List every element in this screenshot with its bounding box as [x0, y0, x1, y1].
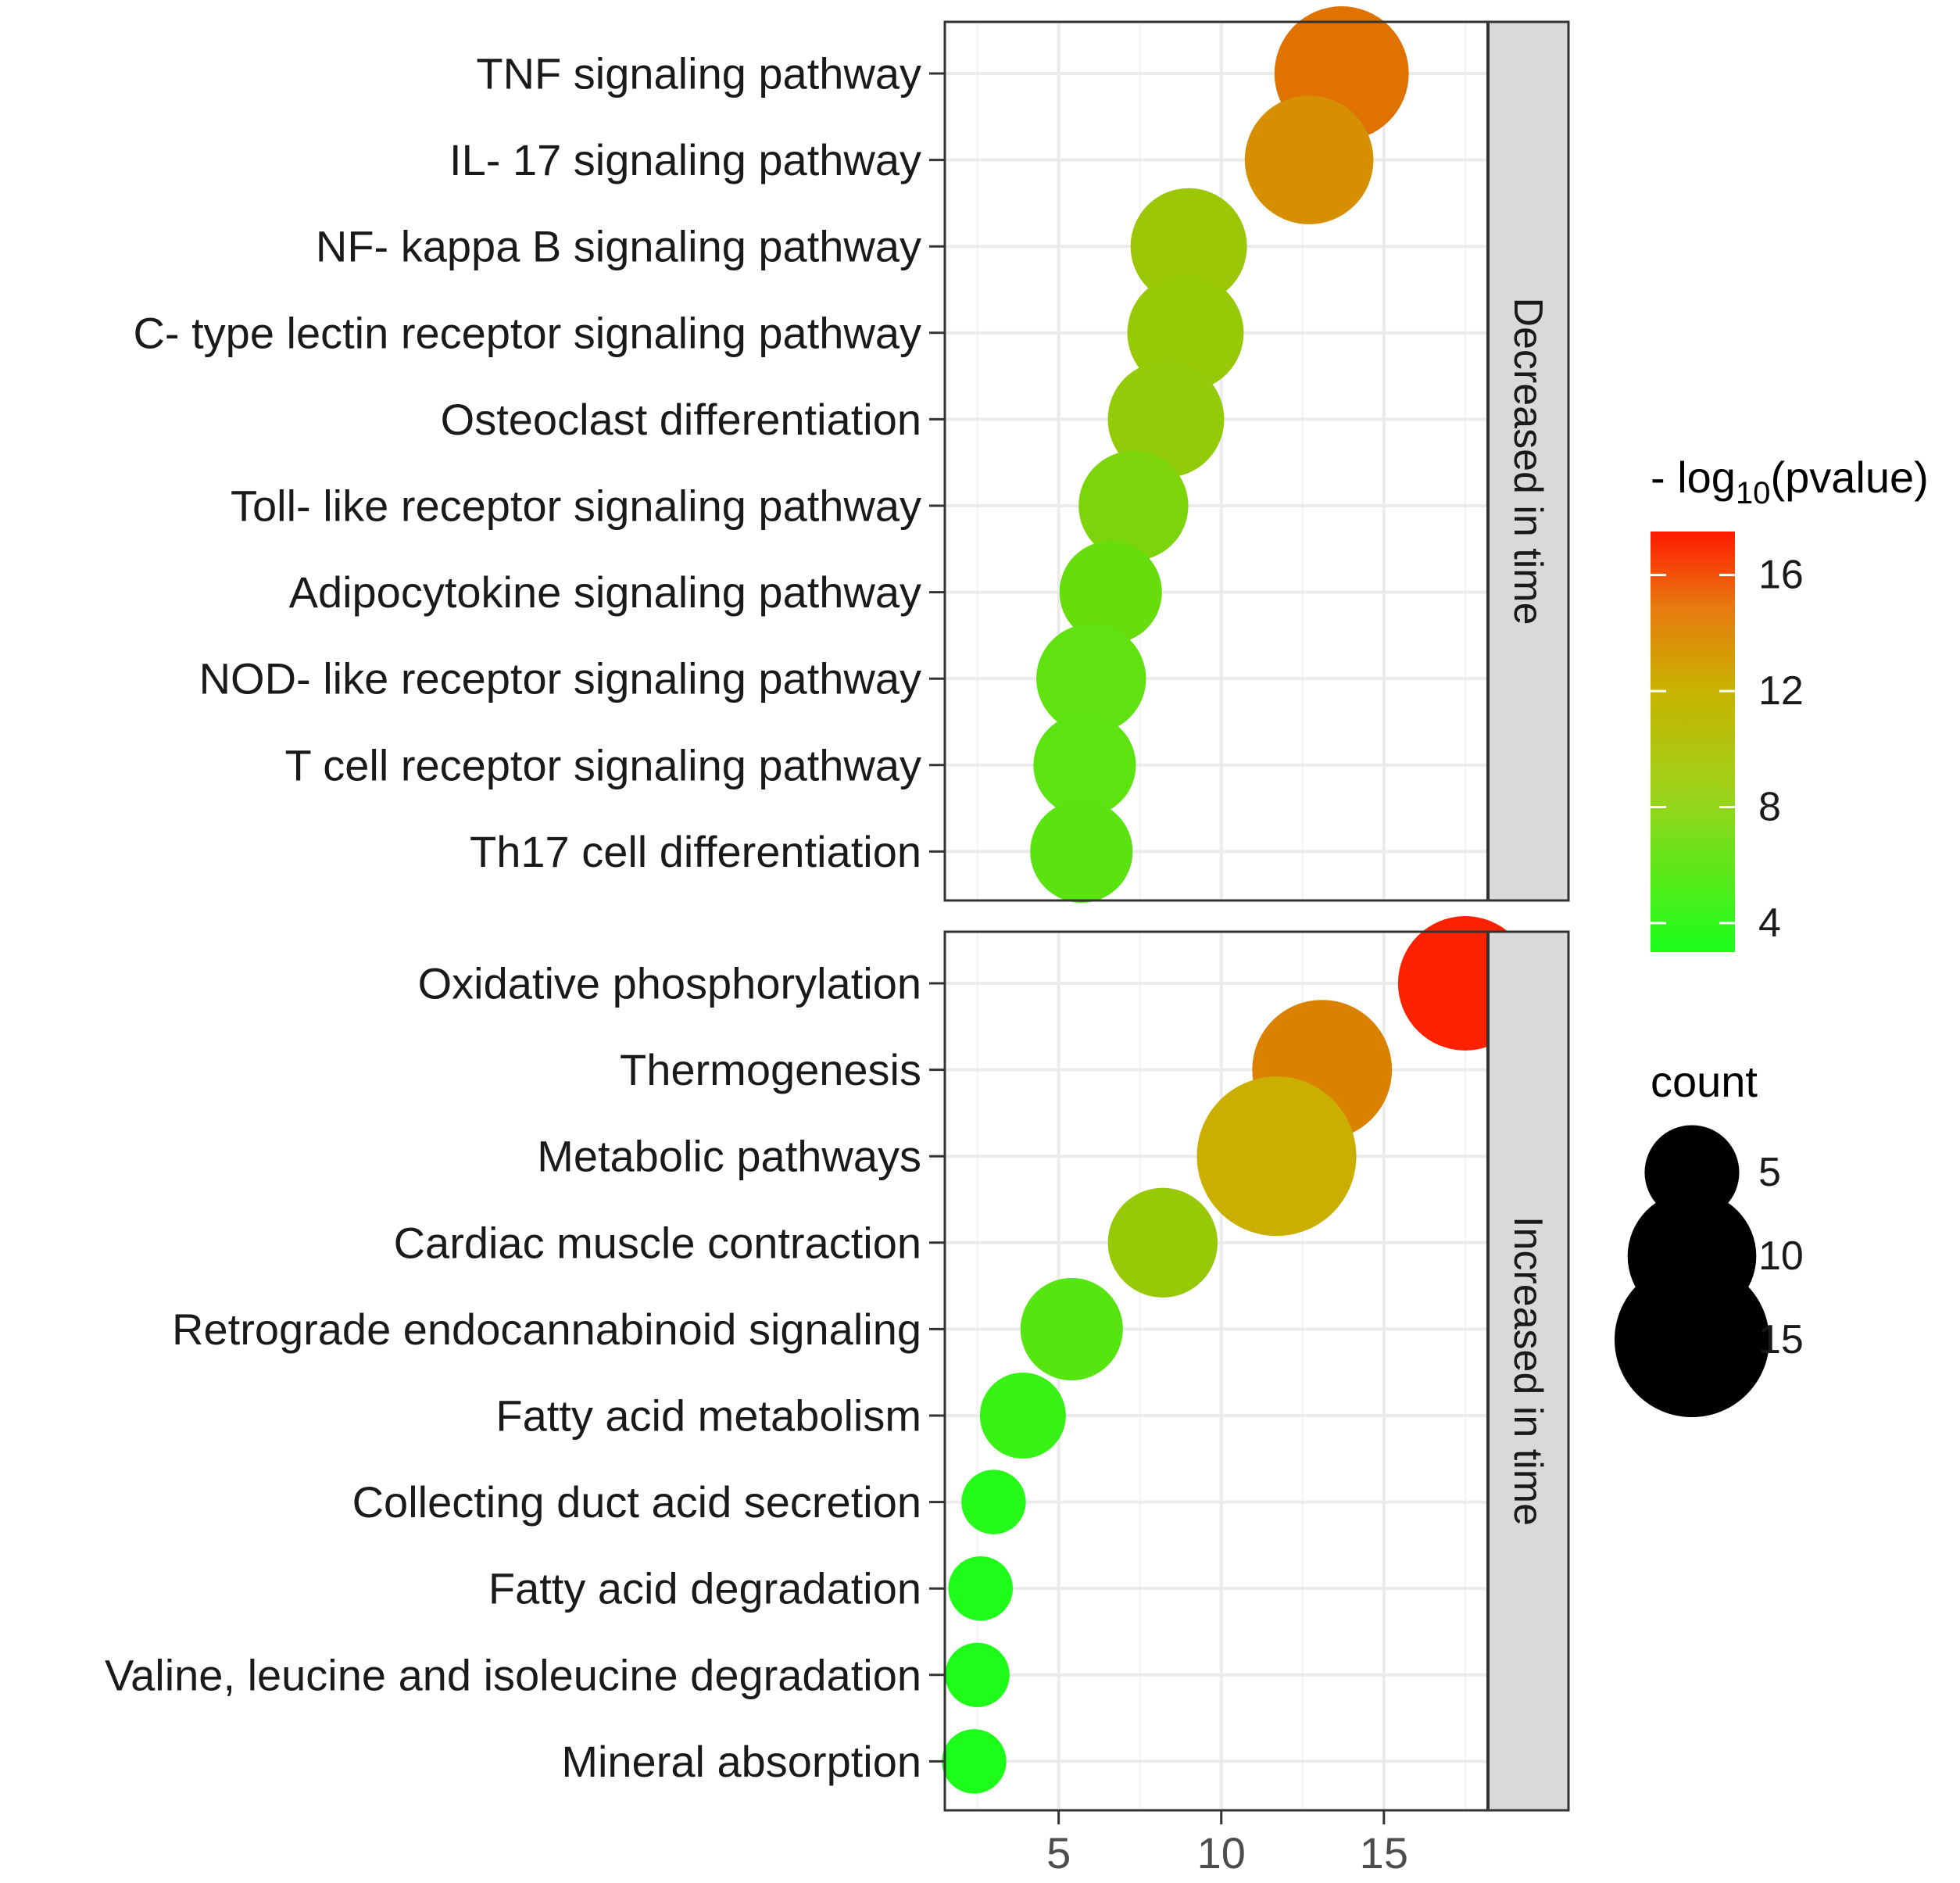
panel-decreased-points [1030, 6, 1409, 903]
size-legend-label: 10 [1758, 1233, 1804, 1279]
panel-increased-background [945, 932, 1488, 1810]
category-label: Adipocytokine signaling pathway [289, 567, 921, 617]
x-tick-label: 10 [1197, 1828, 1246, 1878]
panel-increased: Increased in time Oxidative phosphorylat… [105, 916, 1570, 1812]
size-legend-dot [1644, 1125, 1740, 1220]
size-legend-label: 5 [1758, 1150, 1781, 1195]
category-label: Toll- like receptor signaling pathway [231, 481, 921, 531]
strip-decreased-label: Decreased in time [1505, 297, 1550, 625]
category-label: Fatty acid metabolism [495, 1391, 921, 1441]
color-legend-title-prefix: - log [1651, 453, 1736, 502]
strip-increased [1486, 930, 1570, 1812]
data-point [948, 1555, 1014, 1621]
data-point [945, 1642, 1010, 1708]
size-legend-label: 15 [1758, 1317, 1804, 1362]
data-point [1107, 1187, 1218, 1298]
data-point [1130, 188, 1247, 305]
data-point [1196, 1076, 1357, 1237]
color-legend-tick-label: 8 [1758, 784, 1781, 829]
data-point [1020, 1277, 1123, 1380]
panel-decreased-background [945, 22, 1488, 900]
color-legend-tick-label: 12 [1758, 668, 1804, 714]
color-legend-tick-label: 4 [1758, 900, 1781, 946]
category-label: Osteoclast differentiation [441, 395, 921, 444]
category-label: Retrograde endocannabinoid signaling [172, 1305, 921, 1354]
category-label: Th17 cell differentiation [470, 827, 921, 876]
category-label: C- type lectin receptor signaling pathwa… [133, 308, 921, 357]
panel-decreased-grid [945, 22, 1488, 900]
data-point [1244, 95, 1374, 224]
size-legend: count 5 10 15 [1614, 1057, 1804, 1418]
category-label: TNF signaling pathway [476, 49, 921, 98]
panel-decreased-category-labels: TNF signaling pathway IL- 17 signaling pa… [133, 49, 945, 876]
category-label: IL- 17 signaling pathway [449, 135, 921, 184]
panel-decreased: Decreased in time TNF signaling pathway I… [133, 6, 1570, 903]
strip-decreased [1486, 20, 1570, 902]
size-legend-items: 5 10 15 [1614, 1125, 1804, 1418]
x-axis: 5 10 15 [1046, 1810, 1408, 1878]
color-legend-tick-label: 16 [1758, 553, 1804, 598]
strip-increased-label: Increased in time [1505, 1216, 1550, 1526]
data-point [979, 1373, 1066, 1459]
category-label: Thermogenesis [620, 1045, 921, 1094]
category-label: Oxidative phosphorylation [418, 959, 921, 1008]
color-legend-title: - log10(pvalue) [1651, 453, 1929, 510]
panel-increased-category-labels: Oxidative phosphorylation Thermogenesis Me… [105, 959, 945, 1786]
color-legend-title-subscript: 10 [1736, 476, 1771, 510]
color-legend-title-suffix: (pvalue) [1770, 453, 1928, 502]
data-point [1078, 450, 1189, 561]
category-label: NF- kappa B signaling pathway [316, 222, 921, 271]
size-legend-dot [1614, 1262, 1770, 1418]
category-label: NOD- like receptor signaling pathway [199, 654, 921, 703]
x-tick-label: 5 [1046, 1828, 1071, 1878]
category-label: Collecting duct acid secretion [352, 1477, 921, 1527]
data-point [942, 1729, 1007, 1794]
category-label: Valine, leucine and isoleucine degradati… [105, 1650, 921, 1699]
data-point [961, 1470, 1026, 1534]
size-legend-title: count [1651, 1057, 1758, 1106]
data-point [1030, 800, 1133, 903]
data-point [1036, 624, 1146, 734]
data-point [1107, 360, 1225, 478]
x-tick-label: 15 [1360, 1828, 1408, 1878]
color-legend: - log10(pvalue) 4 8 12 16 [1651, 453, 1929, 952]
data-point [1059, 541, 1162, 644]
category-label: T cell receptor signaling pathway [284, 740, 921, 789]
category-label: Metabolic pathways [537, 1132, 921, 1181]
category-label: Fatty acid degradation [488, 1564, 921, 1613]
color-legend-bar [1651, 532, 1735, 952]
data-point [1033, 714, 1136, 817]
color-legend-ticks: 4 8 12 16 [1651, 553, 1804, 946]
category-label: Mineral absorption [561, 1737, 921, 1786]
category-label: Cardiac muscle contraction [394, 1218, 921, 1267]
